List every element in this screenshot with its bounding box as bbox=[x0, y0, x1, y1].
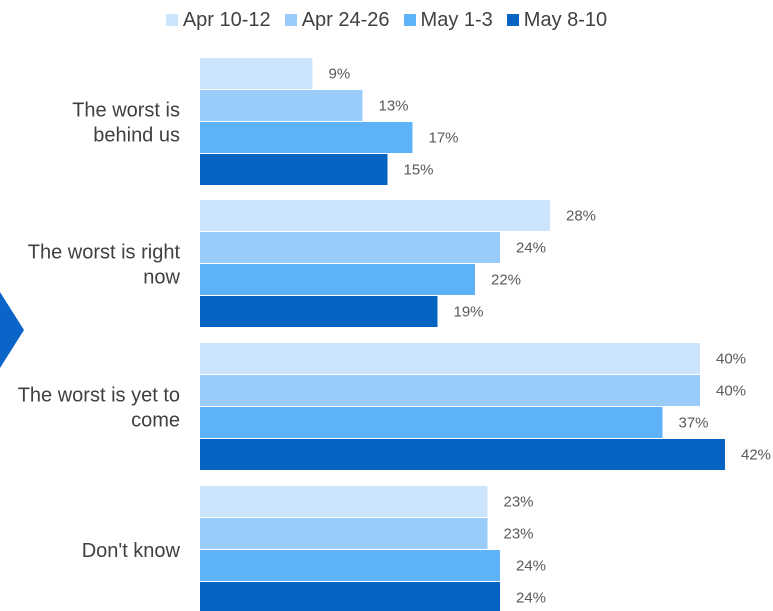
data-label: 40% bbox=[716, 351, 746, 368]
bar bbox=[200, 264, 475, 295]
data-label: 24% bbox=[516, 240, 546, 257]
bar bbox=[200, 550, 500, 581]
bar bbox=[200, 343, 700, 374]
bar bbox=[200, 439, 725, 470]
legend-swatch bbox=[506, 14, 519, 26]
legend-label: May 8-10 bbox=[523, 8, 608, 31]
data-label: 22% bbox=[491, 272, 521, 289]
data-label: 28% bbox=[566, 208, 596, 225]
category-label-line: Don't know bbox=[82, 540, 181, 562]
bar bbox=[200, 375, 700, 406]
data-label: 13% bbox=[379, 98, 409, 115]
category-label-line: behind us bbox=[93, 125, 180, 147]
category-label: Don't know bbox=[82, 540, 181, 562]
data-label: 37% bbox=[679, 415, 709, 432]
bar bbox=[200, 200, 550, 231]
legend-item: May 8-10 bbox=[506, 8, 608, 32]
bar bbox=[200, 58, 313, 89]
category-label: The worst is yet to come bbox=[18, 385, 180, 432]
bar bbox=[200, 407, 663, 438]
legend-label: May 1-3 bbox=[420, 8, 493, 31]
bar bbox=[200, 296, 438, 327]
bar bbox=[200, 518, 488, 549]
category-label-line: now bbox=[143, 267, 180, 289]
legend-label: Apr 10-12 bbox=[182, 8, 271, 31]
data-label: 42% bbox=[741, 447, 771, 464]
data-label: 15% bbox=[404, 162, 434, 179]
bar bbox=[200, 486, 488, 517]
category-label-line: The worst is bbox=[72, 100, 180, 122]
data-label: 9% bbox=[329, 66, 351, 83]
legend-swatch bbox=[284, 14, 297, 26]
data-label: 23% bbox=[504, 526, 534, 543]
chart-legend: Apr 10-12 Apr 24-26 May 1-3 May 8-10 bbox=[0, 6, 773, 34]
legend-swatch bbox=[403, 14, 416, 26]
bar bbox=[200, 154, 388, 185]
legend-item: Apr 10-12 bbox=[165, 8, 271, 32]
arrow-accent-shape bbox=[0, 292, 24, 368]
category-label-line: The worst is right bbox=[28, 242, 181, 264]
category-label: The worst is right now bbox=[28, 242, 181, 289]
category-label-line: come bbox=[131, 410, 180, 432]
bar bbox=[200, 90, 363, 121]
bar bbox=[200, 232, 500, 263]
data-label: 40% bbox=[716, 383, 746, 400]
data-label: 24% bbox=[516, 590, 546, 607]
category-label: The worst is behind us bbox=[72, 100, 180, 147]
bar bbox=[200, 582, 500, 611]
legend-item: Apr 24-26 bbox=[284, 8, 390, 32]
legend-swatch bbox=[165, 14, 178, 26]
legend-item: May 1-3 bbox=[403, 8, 493, 32]
category-label-line: The worst is yet to bbox=[18, 385, 180, 407]
data-label: 17% bbox=[429, 130, 459, 147]
data-label: 19% bbox=[454, 304, 484, 321]
bar bbox=[200, 122, 413, 153]
data-label: 24% bbox=[516, 558, 546, 575]
legend-label: Apr 24-26 bbox=[301, 8, 390, 31]
data-label: 23% bbox=[504, 494, 534, 511]
